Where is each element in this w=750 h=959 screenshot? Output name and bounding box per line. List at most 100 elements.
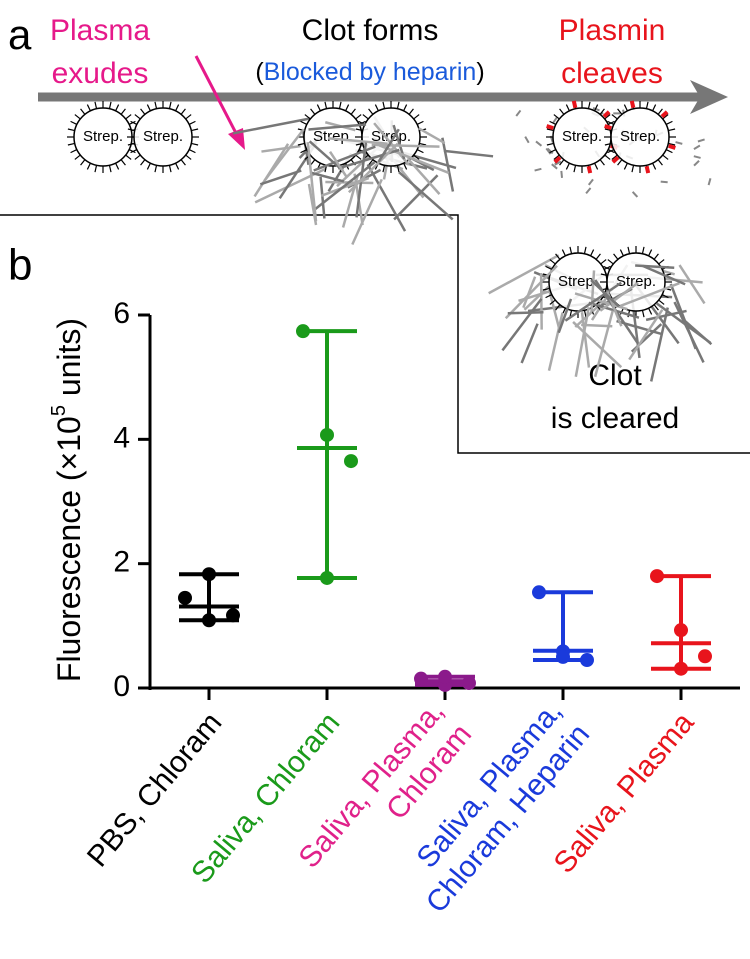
fragment	[534, 167, 542, 172]
spike	[362, 114, 369, 120]
spike	[180, 108, 186, 115]
spike	[67, 128, 75, 132]
spike	[382, 101, 386, 109]
spike	[74, 114, 81, 120]
fragment	[546, 147, 554, 155]
clot-fiber	[522, 276, 537, 309]
spike	[408, 108, 414, 115]
spike	[583, 310, 587, 318]
spike	[134, 114, 141, 120]
bacterium	[610, 107, 670, 167]
spike	[657, 159, 663, 166]
clot-fiber	[366, 163, 407, 232]
spike	[191, 142, 199, 146]
spike	[599, 159, 605, 166]
spike	[67, 142, 75, 146]
fragment	[535, 140, 543, 147]
clot-fiber	[547, 312, 564, 372]
spike	[146, 162, 151, 170]
data-point	[462, 676, 476, 691]
spike	[594, 104, 599, 112]
fragment	[515, 109, 522, 117]
spike	[310, 108, 316, 115]
spike	[600, 259, 607, 265]
fragment	[707, 178, 712, 186]
bacterium	[361, 107, 421, 167]
spike	[345, 104, 350, 112]
spike	[108, 101, 112, 109]
clot-fiber	[590, 270, 596, 313]
spike	[130, 120, 138, 125]
clot-fiber	[520, 323, 539, 364]
spike	[413, 114, 420, 120]
spike	[127, 142, 135, 146]
spike	[549, 120, 557, 125]
panel-label: a	[8, 11, 32, 58]
data-point	[580, 653, 594, 668]
spike	[382, 165, 386, 173]
data-point	[202, 613, 216, 628]
spike	[355, 114, 362, 120]
spike	[130, 149, 138, 154]
spike	[545, 265, 553, 270]
spike	[653, 253, 659, 260]
spike	[80, 159, 86, 166]
spike	[665, 120, 673, 125]
spike	[396, 101, 400, 109]
spike	[623, 104, 628, 112]
data-point	[320, 427, 334, 442]
spike	[154, 165, 158, 173]
spike	[350, 108, 356, 115]
spike	[297, 142, 305, 146]
spike	[185, 154, 192, 160]
spike	[416, 149, 424, 154]
spike	[338, 101, 342, 109]
spike	[569, 246, 573, 254]
fragment	[592, 106, 600, 112]
spike	[300, 149, 308, 154]
plasmin	[644, 165, 651, 174]
data-point	[414, 671, 428, 686]
clot-fiber	[669, 283, 697, 350]
data-point	[556, 649, 570, 664]
clot-fiber	[564, 281, 622, 322]
spike	[553, 154, 560, 160]
plasmin	[553, 155, 562, 164]
clot-fiber	[635, 264, 675, 269]
fragment	[524, 136, 530, 144]
spike	[419, 142, 427, 146]
spike	[300, 120, 308, 125]
spike	[617, 108, 623, 115]
spike	[595, 253, 601, 260]
clot-fiber	[306, 142, 318, 222]
spike	[658, 299, 665, 305]
spike	[191, 128, 199, 132]
clot-fiber	[263, 128, 305, 182]
clot-fiber	[628, 309, 664, 361]
spike	[188, 120, 196, 125]
spike	[108, 165, 112, 173]
spike	[607, 149, 615, 154]
step-text: Clot forms	[302, 14, 439, 47]
y-label: units)	[51, 318, 87, 405]
fragment	[693, 155, 701, 159]
step-note: (Blocked by heparin)	[255, 58, 484, 86]
spike	[80, 108, 86, 115]
spike	[549, 149, 557, 154]
y-tick-label: 6	[113, 297, 130, 330]
panel-label: b	[8, 241, 32, 290]
clot-fiber	[574, 292, 628, 311]
spike	[604, 142, 612, 146]
spike	[542, 287, 550, 291]
spike	[662, 114, 669, 120]
clot-fiber	[574, 306, 591, 377]
spike	[355, 142, 363, 146]
paren: (	[255, 58, 264, 86]
spike	[561, 249, 566, 257]
fragment	[552, 116, 558, 124]
spike	[146, 104, 151, 112]
spike	[168, 165, 172, 173]
clot-fiber	[504, 264, 558, 320]
spike	[641, 310, 645, 318]
